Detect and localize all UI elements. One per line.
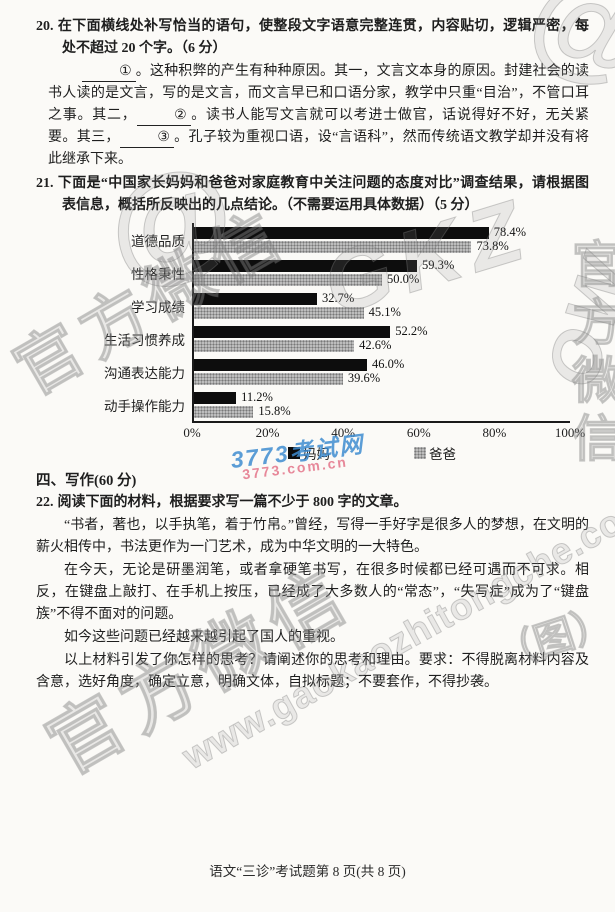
blank-3: ③ [119,130,174,148]
legend-swatch-icon [414,447,426,459]
bar-chart: 道德品质 78.4% 73.8% 性格秉性 59.3% 50.0% 学习成绩 32.7% 45.… [54,223,585,463]
chart-rows: 道德品质 78.4% 73.8% 性格秉性 59.3% 50.0% 学习成绩 32.7% 45.… [54,223,570,421]
chart-x-axis [192,421,570,423]
chart-ticks: 0% 20% 40% 60% 80% 100% [183,423,585,442]
passage-segment-1: 。这种积弊的产生有种种原因。其一，文言文本身的原因。封建社会的读书人读的是文言，… [48,64,589,123]
chart-bar-value: 46.0% [371,357,405,371]
chart-bar-value: 42.6% [359,338,392,352]
chart-axis-tick: 0% [183,425,201,440]
question-22-stem-text: 阅读下面的材料，根据要求写一篇不少于 800 字的文章。 [57,495,408,510]
chart-bar-line: 39.6% [194,371,570,385]
chart-bar-爸爸 [194,339,355,352]
chart-row: 沟通表达能力 46.0% 39.6% [54,355,570,388]
legend-item: 妈妈 [288,443,330,463]
question-21-number: 21. [36,176,54,191]
chart-bar-爸爸 [194,306,364,319]
chart-axis-tick: 60% [406,425,431,440]
chart-bar-value: 78.4% [493,225,527,239]
chart-bar-value: 73.8% [476,239,509,253]
page-content: 20. 在下面横线处补写恰当的语句，使整段文字语意完整连贯，内容贴切，逻辑严密，每… [36,16,589,694]
chart-bar-爸爸 [194,273,382,286]
chart-bar-line: 15.8% [194,404,570,418]
section-4-title: 四、写作(60 分) [36,473,137,489]
chart-bar-value: 32.7% [321,291,355,305]
chart-bar-妈妈 [194,358,367,371]
chart-bar-group: 46.0% 39.6% [192,355,570,388]
chart-axis-tick: 20% [255,425,280,440]
material-paragraph-2: 在今天，无论是研墨润笔，或者拿硬笔书写，在很多时候都已经可遇而不可求。相反，在键… [36,563,589,622]
chart-bar-value: 39.6% [347,371,381,385]
chart-bar-妈妈 [194,259,417,272]
chart-bar-妈妈 [194,391,237,404]
chart-axis-tick: 40% [331,425,356,440]
chart-bar-value: 45.1% [368,305,401,319]
chart-axis-tick: 80% [482,425,507,440]
chart-bar-line: 73.8% [194,239,570,253]
chart-row: 动手操作能力 11.2% 15.8% [54,388,570,421]
blank-1: ① [81,64,136,82]
chart-row: 性格秉性 59.3% 50.0% [54,256,570,289]
material-paragraph-4: 以上材料引发了你怎样的思考？请阐述你的思考和理由。要求：不得脱离材料内容及含意，… [36,653,589,690]
chart-category-label: 性格秉性 [131,266,185,282]
legend-label: 爸爸 [429,447,456,462]
question-20: 20. 在下面横线处补写恰当的语句，使整段文字语意完整连贯，内容贴切，逻辑严密，每… [36,16,589,171]
chart-bar-爸爸 [194,372,343,385]
question-20-passage: ① 。这种积弊的产生有种种原因。其一，文言文本身的原因。封建社会的读书人读的是文言… [48,61,589,171]
passage-segment-2: 。读书人能写文言就可以考进士做官，话说得好不好，无关紧要。其三， [48,108,589,145]
chart-bar-line: 45.1% [194,305,570,319]
chart-category-label: 道德品质 [131,233,185,249]
question-21: 21. 下面是“中国家长妈妈和爸爸对家庭教育中关注问题的态度对比”调查结果，请根据… [36,173,589,217]
chart-category-label: 生活习惯养成 [104,332,185,348]
chart-bar-group: 59.3% 50.0% [192,256,570,289]
chart-category-label: 学习成绩 [131,299,185,315]
material-paragraph-1: “书者，著也，以手执笔，着于竹帛。”曾经，写得一手好字是很多人的梦想，在文明的薪… [36,518,589,555]
question-22-number: 22. [36,495,54,510]
question-21-stem: 21. 下面是“中国家长妈妈和爸爸对家庭教育中关注问题的态度对比”调查结果，请根据… [36,173,589,217]
legend-item: 爸爸 [414,443,456,463]
legend-label: 妈妈 [303,447,330,462]
material-paragraph-3: 如今这些问题已经越来越引起了国人的重视。 [64,630,344,645]
page-footer: 语文“三诊”考试题第 8 页(共 8 页) [209,864,406,879]
chart-bar-妈妈 [194,292,317,305]
chart-bar-妈妈 [194,226,489,239]
chart-bar-line: 11.2% [194,390,570,404]
chart-axis-tick: 100% [554,425,586,440]
question-22-stem: 22. 阅读下面的材料，根据要求写一篇不少于 800 字的文章。 [36,492,589,514]
chart-bar-line: 59.3% [194,258,570,272]
chart-category-label: 沟通表达能力 [104,365,185,381]
chart-row: 学习成绩 32.7% 45.1% [54,289,570,322]
chart-bar-妈妈 [194,325,391,338]
chart-bar-value: 59.3% [421,258,455,272]
chart-bar-line: 32.7% [194,291,570,305]
chart-row: 道德品质 78.4% 73.8% [54,223,570,256]
chart-bar-group: 52.2% 42.6% [192,322,570,355]
blank-2: ② [136,108,191,126]
chart-bar-group: 11.2% 15.8% [192,388,570,421]
question-20-number: 20. [36,19,54,34]
chart-bar-value: 15.8% [258,404,291,418]
chart-bar-value: 11.2% [241,390,273,404]
chart-row: 生活习惯养成 52.2% 42.6% [54,322,570,355]
chart-bar-group: 32.7% 45.1% [192,289,570,322]
chart-bar-line: 78.4% [194,225,570,239]
chart-bar-line: 50.0% [194,272,570,286]
chart-legend: 妈妈 爸爸 [174,443,570,463]
question-22: 22. 阅读下面的材料，根据要求写一篇不少于 800 字的文章。 “书者，著也，以… [36,492,589,694]
chart-bar-value: 52.2% [395,324,428,338]
chart-bar-value: 50.0% [387,272,420,286]
legend-swatch-icon [288,447,300,459]
chart-bar-line: 52.2% [194,324,570,338]
chart-bar-爸爸 [194,405,254,418]
chart-bar-line: 42.6% [194,338,570,352]
question-20-stem: 20. 在下面横线处补写恰当的语句，使整段文字语意完整连贯，内容贴切，逻辑严密，每… [36,16,589,60]
passage-segment-3: 。孔子较为重视口语，设“言语科”，然而传统语文教学却并没有将此继承下来。 [48,130,589,167]
chart-bar-line: 46.0% [194,357,570,371]
chart-bar-爸爸 [194,240,472,253]
question-20-stem-text: 在下面横线处补写恰当的语句，使整段文字语意完整连贯，内容贴切，逻辑严密，每处不超… [57,19,590,56]
question-21-stem-text: 下面是“中国家长妈妈和爸爸对家庭教育中关注问题的态度对比”调查结果，请根据图表信… [57,176,590,213]
chart-bar-group: 78.4% 73.8% [192,223,570,256]
chart-category-label: 动手操作能力 [104,398,185,414]
